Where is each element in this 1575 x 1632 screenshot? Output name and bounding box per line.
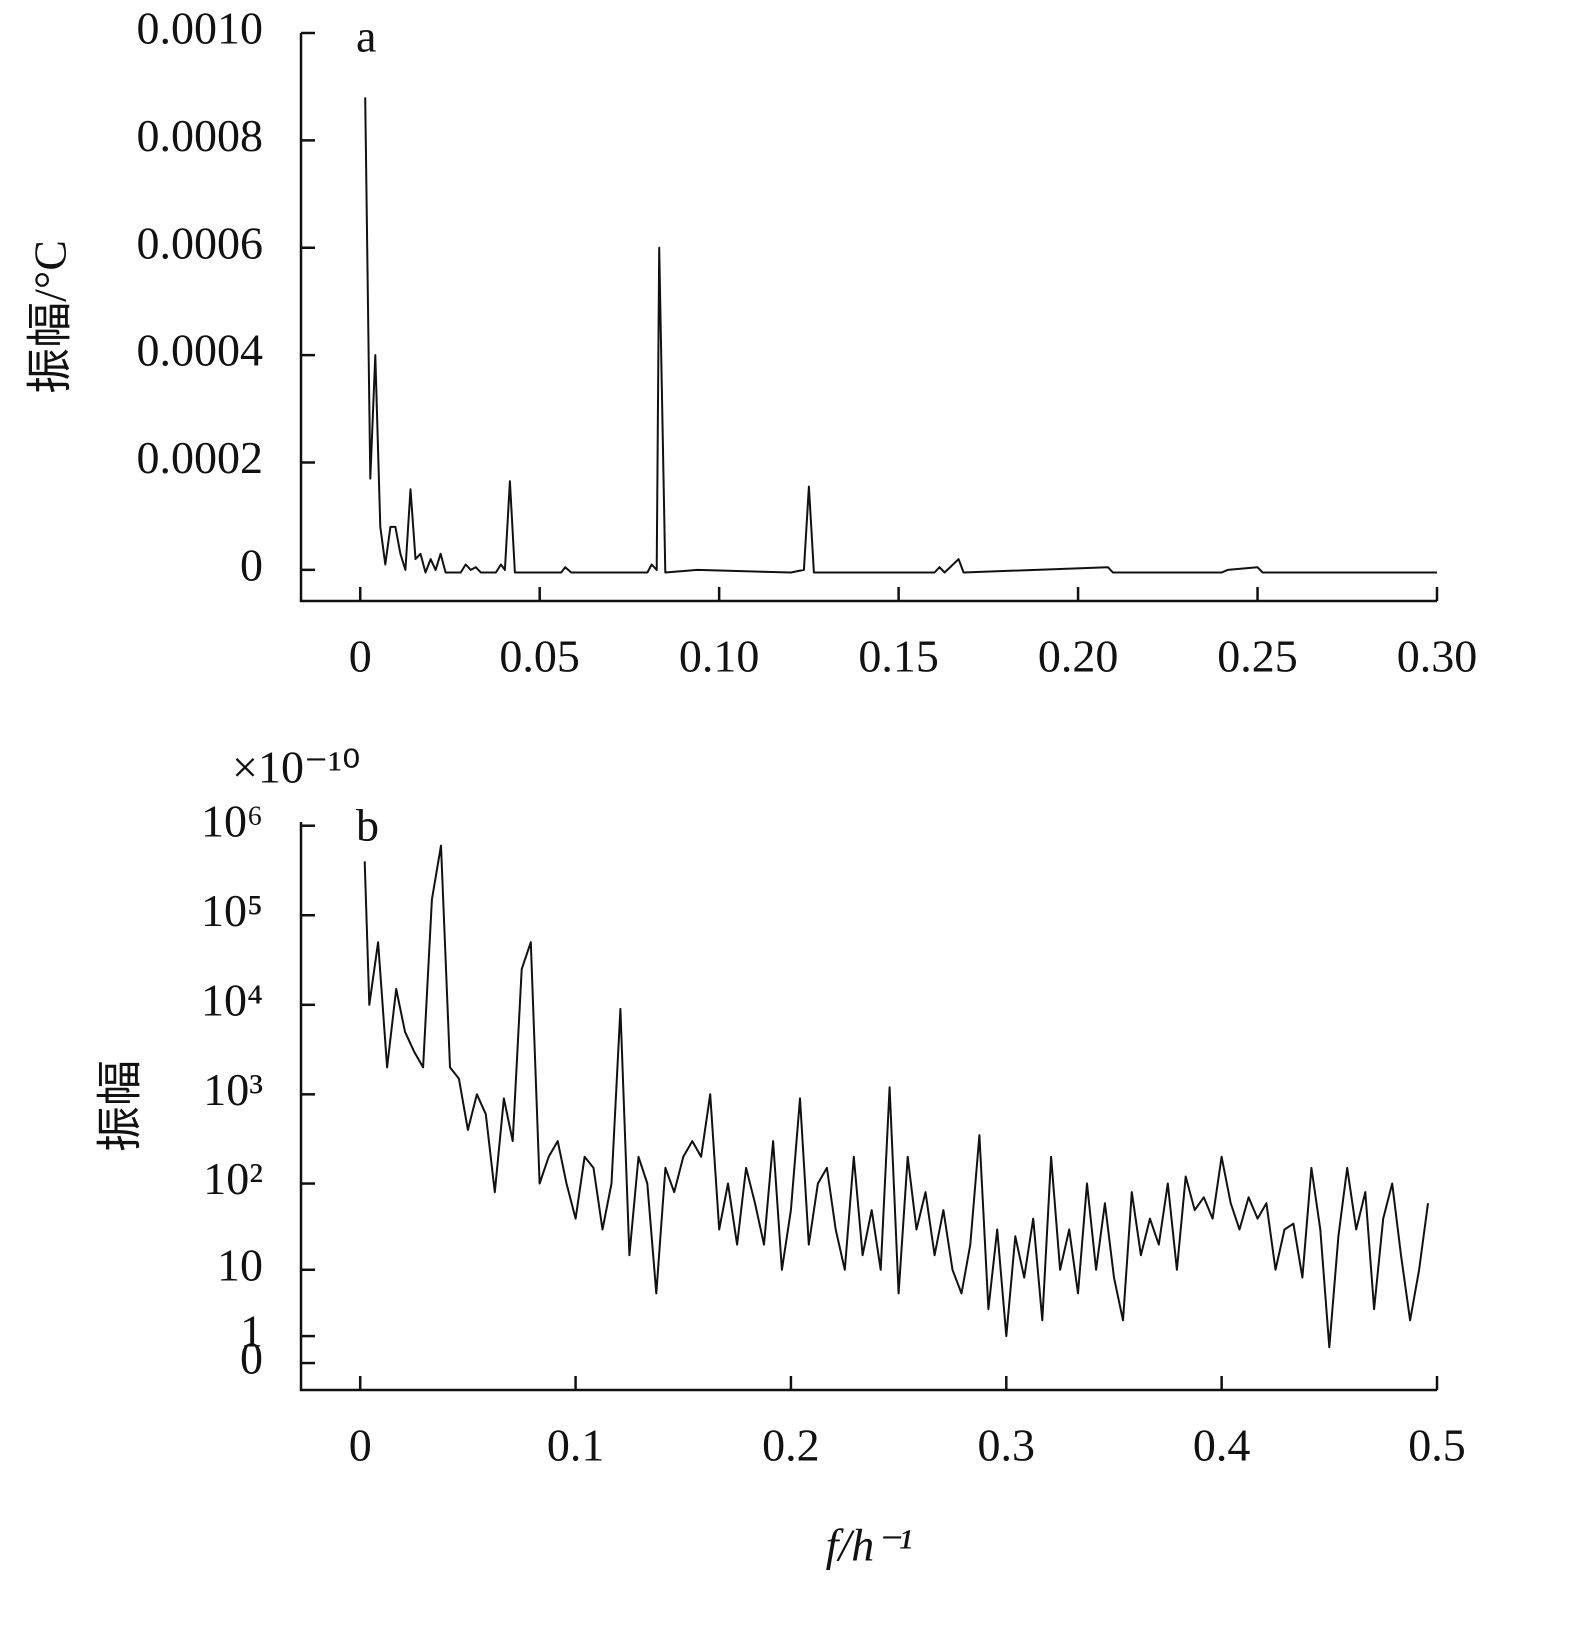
x-axis-label: f/h⁻¹ xyxy=(826,1520,913,1571)
x-tick-label: 0.20 xyxy=(1038,631,1119,682)
x-tick-label: 0.05 xyxy=(499,631,580,682)
y-tick-label: 1 xyxy=(240,1306,263,1357)
x-tick-label: 0.5 xyxy=(1408,1420,1466,1471)
y-tick-label: 10 xyxy=(217,1239,263,1290)
panel-label: a xyxy=(356,11,376,62)
y-tick-label: 0.0006 xyxy=(137,217,264,268)
y-multiplier: ×10⁻¹⁰ xyxy=(232,742,360,793)
y-tick-label: 10⁵ xyxy=(201,885,263,936)
x-tick-label: 0.3 xyxy=(978,1420,1036,1471)
x-tick-label: 0.25 xyxy=(1217,631,1298,682)
data-line xyxy=(364,97,1437,574)
x-tick-label: 0.15 xyxy=(858,631,939,682)
x-tick-label: 0.30 xyxy=(1397,631,1478,682)
y-tick-label: 0.0008 xyxy=(137,110,264,161)
axis xyxy=(299,33,1437,603)
y-tick-label: 10² xyxy=(203,1153,263,1204)
y-axis-label: 振幅/°C xyxy=(25,240,76,394)
y-tick-label: 10⁶ xyxy=(201,795,263,846)
x-tick-label: 0.1 xyxy=(547,1420,605,1471)
y-tick-label: 0 xyxy=(240,1333,263,1384)
panel-label: b xyxy=(356,800,379,851)
y-tick-label: 0.0002 xyxy=(137,432,264,483)
data-line xyxy=(363,844,1429,1349)
x-tick-label: 0.4 xyxy=(1193,1420,1251,1471)
axis xyxy=(299,822,1437,1392)
y-axis-label: 振幅 xyxy=(95,1060,146,1152)
x-tick-label: 0.10 xyxy=(679,631,760,682)
x-tick-label: 0 xyxy=(349,1420,372,1471)
y-tick-label: 0.0004 xyxy=(137,325,264,376)
x-tick-label: 0 xyxy=(349,631,372,682)
y-tick-label: 0 xyxy=(240,539,263,590)
x-tick-label: 0.2 xyxy=(762,1420,820,1471)
y-tick-label: 10⁴ xyxy=(201,974,263,1025)
y-tick-label: 10³ xyxy=(203,1064,263,1115)
y-tick-label: 0.0010 xyxy=(137,3,264,54)
